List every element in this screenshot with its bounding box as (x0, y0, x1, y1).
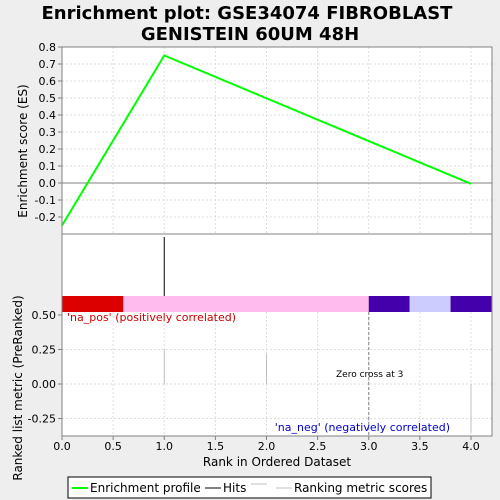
es-tick-label: 0.4 (39, 109, 57, 122)
color-bar-segment (409, 296, 451, 312)
legend-hits-label: Hits (223, 481, 246, 495)
es-plot-area (62, 47, 492, 234)
x-tick-label: 4.0 (462, 440, 480, 453)
hits-and-metric-area (62, 234, 492, 436)
es-tick-label: 0.0 (39, 177, 57, 190)
metric-y-ticks: -0.25 0.00 0.25 0.50 (28, 309, 62, 426)
es-tick-label: 0.8 (39, 41, 57, 54)
pos-correlated-label: 'na_pos' (positively correlated) (67, 311, 236, 324)
es-tick-label: 0.1 (39, 160, 57, 173)
es-tick-label: -0.2 (35, 211, 56, 224)
x-tick-label: 3.5 (411, 440, 429, 453)
es-tick-label: 0.3 (39, 126, 57, 139)
es-tick-label: -0.1 (35, 194, 56, 207)
color-bar-segment (123, 296, 369, 312)
color-bar-segment (368, 296, 410, 312)
chart-title-line2: GENISTEIN 60UM 48H (141, 24, 359, 45)
legend-box (67, 476, 432, 499)
metric-tick-label: 0.25 (32, 344, 57, 357)
legend: Enrichment profile Hits Ranking metric s… (67, 476, 432, 499)
x-tick-label: 0.5 (104, 440, 122, 453)
x-tick-label: 1.5 (207, 440, 225, 453)
zero-cross-label: Zero cross at 3 (336, 370, 403, 380)
x-tick-label: 1.0 (156, 440, 174, 453)
es-y-axis-label: Enrichment score (ES) (16, 84, 30, 217)
x-axis-label: Rank in Ordered Dataset (203, 455, 351, 469)
x-tick-label: 0.0 (53, 440, 71, 453)
correlation-color-bar (62, 296, 492, 312)
es-tick-label: 0.5 (39, 92, 57, 105)
metric-tick-label: 0.50 (32, 309, 57, 322)
color-bar-segment (450, 296, 492, 312)
legend-scores-label: Ranking metric scores (294, 481, 427, 495)
enrichment-profile-line (61, 54, 472, 227)
metric-bars-layer (163, 349, 472, 433)
es-tick-label: 0.6 (39, 75, 57, 88)
es-y-ticks: -0.2 -0.1 0.0 0.1 0.2 0.3 0.4 0.5 0.6 0.7 0.8 (35, 41, 62, 224)
es-tick-label: 0.7 (39, 58, 57, 71)
x-tick-label: 2.5 (309, 440, 327, 453)
metric-tick-label: 0.00 (32, 378, 57, 391)
x-tick-label: 2.0 (258, 440, 276, 453)
color-bar-segment (62, 296, 124, 312)
metric-y-axis-label: Ranked list metric (PreRanked) (11, 295, 25, 480)
es-tick-label: 0.2 (39, 143, 57, 156)
x-tick-label: 3.0 (360, 440, 378, 453)
metric-tick-label: -0.25 (28, 413, 56, 426)
x-axis-ticks: 0.0 0.5 1.0 1.5 2.0 2.5 3.0 3.5 4.0 (53, 436, 480, 453)
legend-enrichment-label: Enrichment profile (90, 481, 201, 495)
chart-title-line1: Enrichment plot: GSE34074 FIBROBLAST (42, 3, 454, 24)
neg-correlated-label: 'na_neg' (negatively correlated) (275, 421, 450, 434)
